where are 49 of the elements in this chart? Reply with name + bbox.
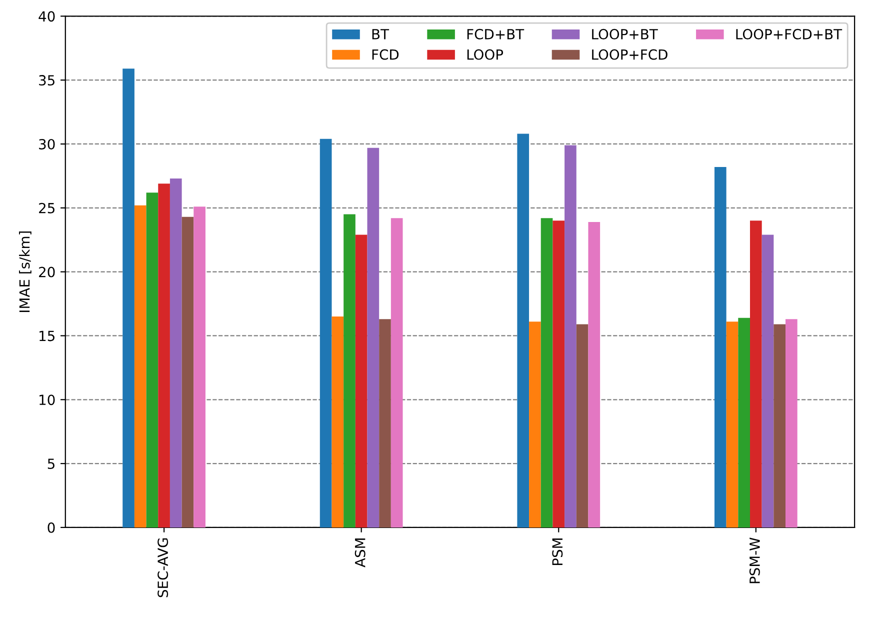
- y-tick-label: 5: [48, 458, 54, 470]
- x-tick-label: SEC-AVG: [158, 538, 168, 598]
- bar: [540, 218, 553, 528]
- legend-label: FCD: [372, 49, 399, 60]
- bar: [714, 167, 726, 528]
- x-tick-label: PSM: [552, 538, 563, 565]
- y-tick-label: 15: [40, 330, 54, 342]
- bar: [529, 322, 541, 528]
- bar: [379, 319, 391, 528]
- legend-label: LOOP+BT: [592, 28, 658, 40]
- bar: [182, 216, 194, 528]
- y-tick-label: 10: [40, 394, 55, 406]
- bar: [355, 234, 368, 528]
- bar: [367, 148, 380, 528]
- bar: [320, 138, 332, 528]
- bar: [146, 192, 158, 528]
- bar: [750, 220, 762, 528]
- legend-label: LOOP+FCD: [592, 49, 668, 60]
- bar: [762, 234, 774, 528]
- bar: [194, 206, 206, 528]
- bar: [390, 218, 403, 528]
- bar: [564, 145, 576, 528]
- bar: [552, 220, 565, 528]
- x-tick-label: ASM: [354, 538, 366, 568]
- y-tick-label: 35: [39, 75, 54, 86]
- y-tick-label: 25: [39, 202, 54, 214]
- y-tick-label: 40: [38, 11, 55, 22]
- bar: [158, 184, 170, 528]
- y-tick-label: 30: [39, 138, 55, 150]
- bar: [738, 318, 750, 528]
- legend-label: LOOP: [467, 49, 504, 60]
- bar: [134, 205, 146, 528]
- bar: [774, 324, 786, 528]
- y-tick-label: 20: [39, 266, 55, 278]
- bar: [588, 222, 600, 528]
- bar: [786, 319, 798, 528]
- legend-label: FCD+BT: [467, 28, 524, 40]
- legend-label: LOOP+FCD+BT: [736, 28, 842, 40]
- y-tick-label: 0: [48, 522, 55, 533]
- bar: [517, 134, 530, 528]
- x-tick-label: PSM-W: [749, 538, 760, 584]
- y-axis-title: IMAE [s/km]: [19, 231, 32, 312]
- bar: [122, 68, 134, 528]
- bar: [726, 322, 738, 528]
- bar: [576, 324, 588, 528]
- bar: [344, 214, 356, 528]
- bar: [170, 178, 182, 528]
- legend-label: BT: [372, 29, 390, 40]
- bar: [332, 316, 344, 528]
